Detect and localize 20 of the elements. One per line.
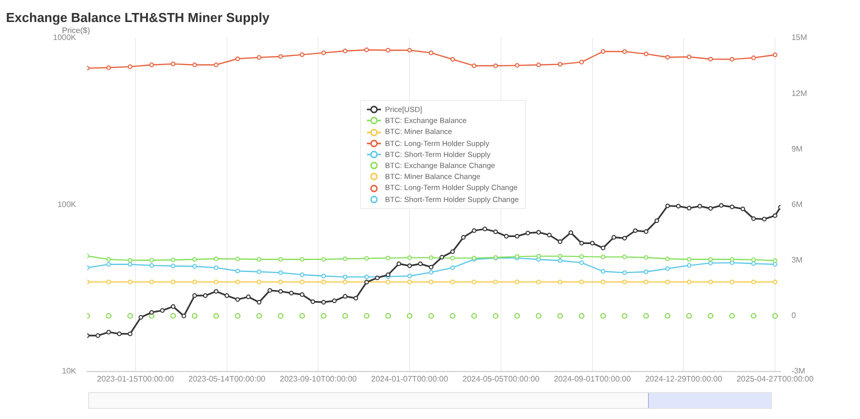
x-tick-label: 2023-09-10T00:00:00 [280, 374, 358, 384]
y2-tick-label: 3M [791, 255, 803, 264]
chart-title: Exchange Balance LTH&STH Miner Supply [6, 10, 270, 25]
y-axis-title: Price($) [62, 26, 90, 35]
x-tick-label: 2024-05-05T00:00:00 [462, 374, 540, 384]
y-tick-label: 100K [57, 200, 77, 209]
y-tick-label: 1000K [52, 33, 77, 42]
y2-tick-label: 9M [791, 144, 803, 154]
x-tick-label: 2024-09-01T00:00:00 [554, 374, 632, 384]
y-tick-label: 10K [62, 366, 77, 376]
y2-tick-label: 6M [791, 200, 803, 209]
x-tick-label: 2024-01-07T00:00:00 [371, 374, 449, 384]
x-tick-label: 2024-12-29T00:00:00 [645, 374, 723, 384]
y2-tick-label: 0 [791, 311, 796, 320]
x-tick-label: 2023-05-14T00:00:00 [188, 374, 266, 384]
y2-tick-label: -3M [791, 366, 806, 376]
x-tick-label: 2023-01-15T00:00:00 [97, 374, 175, 384]
y2-tick-label: 15M [791, 33, 808, 42]
y2-tick-label: 12M [791, 88, 808, 98]
x-tick-label: 2025-04-27T00:00:00 [736, 374, 814, 384]
